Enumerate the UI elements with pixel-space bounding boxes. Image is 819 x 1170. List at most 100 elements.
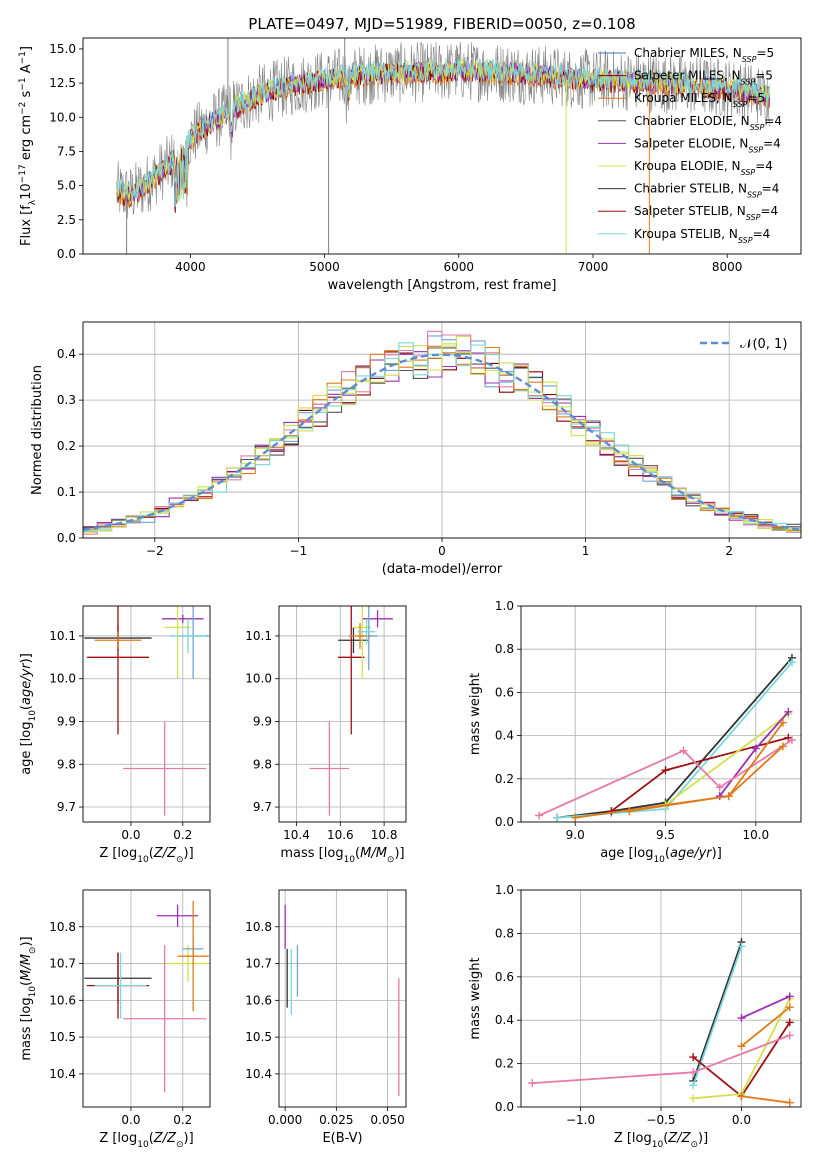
residuals-panel: −2 −1 0 1 2 0.0 0.1 0.2 0.3 0.4 (data-model)/error… [30, 321, 802, 577]
axes-frame [82, 605, 211, 823]
legend-label: Salpeter MILES, NSSP=5 [634, 69, 773, 87]
mass-weight-point-marker [737, 942, 746, 951]
mass-weight-series-line [575, 745, 784, 819]
mass-weight-series-line [692, 941, 743, 1082]
mass-weight-point-marker [715, 792, 724, 801]
spectrum-panel: 4000 5000 6000 7000 8000 0.0 2.5 5.0 7.5 10.0 12.5… [18, 37, 802, 293]
x-tick-label: 10.8 [371, 828, 398, 842]
residual-histogram-line [83, 345, 801, 532]
y-tick-label: 15.0 [49, 42, 76, 56]
y-tick-label: 10.1 [49, 629, 76, 643]
x-tick-label: 4000 [175, 260, 206, 274]
y-tick-label: 10.6 [49, 993, 76, 1007]
mass-vs-metallicity-panel: 0.0 0.2 10.4 10.5 10.6 10.7 10.8 Z [log10(Z/Z⊙)… [19, 889, 211, 1150]
age-vs-metallicity-panel: 0.0 0.2 9.7 9.8 9.9 10.0 10.1 Z [log10(Z/Z⊙)] ag… [19, 605, 211, 865]
y-tick-label: 0.6 [495, 685, 514, 699]
plot-area [521, 606, 801, 822]
mass-weight-series-line [740, 1006, 791, 1047]
y-axis-label: age [log10(age/yr)] [19, 653, 38, 775]
x-axis-label: Z [log10(Z/Z⊙)] [614, 1131, 708, 1150]
mass-weight-vs-age-panel: 9.0 9.5 10.0 0.0 0.2 0.4 0.6 0.8 1.0 age [log10(a… [468, 599, 802, 865]
y-tick-label: 10.5 [245, 1030, 272, 1044]
y-tick-label: 0.4 [495, 1013, 514, 1027]
mass-weight-point-marker [784, 707, 793, 716]
x-tick-label: 0.025 [319, 1113, 353, 1127]
y-tick-label: 0.0 [57, 247, 76, 261]
plot-area [116, 38, 771, 254]
x-tick-label: 0.0 [732, 1113, 751, 1127]
mass-weight-point-marker [553, 813, 562, 822]
legend-label: Chabrier MILES, NSSP=5 [634, 46, 774, 64]
x-tick-label: 0.050 [370, 1113, 404, 1127]
mass-weight-series-line [538, 739, 793, 817]
legend-label: Salpeter STELIB, NSSP=4 [634, 204, 778, 222]
x-tick-label: −2 [146, 544, 164, 558]
mass-weight-point-marker [607, 807, 616, 816]
x-tick-label: 6000 [444, 260, 475, 274]
x-tick-label: 0.0 [121, 828, 140, 842]
legend-label: Kroupa STELIB, NSSP=4 [634, 227, 770, 245]
x-axis-label: (data-model)/error [382, 562, 503, 577]
x-axis-label: wavelength [Angstrom, rest frame] [328, 278, 557, 293]
x-tick-label: 10.4 [283, 828, 310, 842]
y-tick-label: 9.8 [253, 757, 272, 771]
legend-label: Kroupa MILES, NSSP=5 [634, 91, 765, 109]
x-tick-label: −0.5 [646, 1113, 675, 1127]
mass-weight-series-line [741, 995, 791, 1019]
mass-weight-point-marker [787, 735, 796, 744]
x-tick-label: 8000 [712, 260, 743, 274]
spectrum-legend: Chabrier MILES, NSSP=5 Salpeter MILES, NS… [598, 46, 782, 244]
y-tick-label: 10.7 [245, 957, 272, 971]
y-tick-label: 12.5 [49, 76, 76, 90]
mass-weight-point-marker [724, 792, 733, 801]
x-axis-label: Z [log10(Z/Z⊙)] [99, 846, 193, 865]
mass-weight-point-marker [737, 1042, 746, 1051]
residual-histogram-line [83, 330, 801, 535]
y-tick-label: 0.4 [57, 347, 76, 361]
axes-frame [82, 37, 802, 255]
legend-label: Chabrier STELIB, NSSP=4 [634, 182, 779, 200]
age-vs-mass-panel: 10.4 10.6 10.8 9.7 9.8 9.9 10.0 10.1 mass [log10… [245, 605, 407, 865]
y-tick-label: 0.0 [495, 815, 514, 829]
x-tick-label: −1.0 [566, 1113, 595, 1127]
mass-weight-series-line [741, 1095, 790, 1104]
mass-weight-point-marker [778, 718, 787, 727]
y-axis-label: mass [log10(M/M⊙)] [19, 936, 38, 1060]
mass-weight-series-line [556, 657, 793, 819]
plot-area [83, 606, 210, 822]
y-tick-label: 0.0 [57, 531, 76, 545]
x-axis-label: age [log10(age/yr)] [600, 846, 722, 865]
x-tick-label: 0.2 [173, 828, 192, 842]
plot-area [83, 322, 801, 538]
mass-weight-point-marker [661, 766, 670, 775]
mass-weight-point-marker [571, 813, 580, 822]
y-tick-label: 10.8 [49, 920, 76, 934]
x-axis-label: E(B-V) [322, 1131, 362, 1146]
mass-weight-point-marker [689, 1081, 698, 1090]
x-tick-label: 0 [438, 544, 446, 558]
x-tick-label: 1 [582, 544, 590, 558]
y-tick-label: 10.0 [49, 672, 76, 686]
axes-frame [520, 605, 802, 823]
y-tick-label: 0.6 [495, 970, 514, 984]
plot-area [83, 890, 210, 1107]
x-tick-label: 9.0 [566, 828, 585, 842]
legend-label: Kroupa ELODIE, NSSP=4 [634, 159, 773, 177]
y-tick-label: 10.0 [49, 110, 76, 124]
mass-weight-point-marker [785, 1098, 794, 1107]
residual-histogram-line [83, 350, 801, 533]
y-tick-label: 2.5 [57, 213, 76, 227]
y-tick-label: 10.1 [245, 629, 272, 643]
y-tick-label: 0.3 [57, 393, 76, 407]
y-tick-label: 1.0 [495, 883, 514, 897]
mass-weight-point-marker [778, 742, 787, 751]
y-tick-label: 0.8 [495, 926, 514, 940]
mass-weight-point-marker [689, 1053, 698, 1062]
mass-weight-point-marker [785, 1018, 794, 1027]
x-tick-label: 9.5 [656, 828, 675, 842]
legend-label: 𝒩(0, 1) [740, 337, 787, 352]
axes-frame [278, 889, 407, 1108]
mass-weight-series-line [692, 946, 743, 1086]
model-spectrum-line [116, 58, 770, 207]
y-tick-label: 1.0 [495, 599, 514, 613]
